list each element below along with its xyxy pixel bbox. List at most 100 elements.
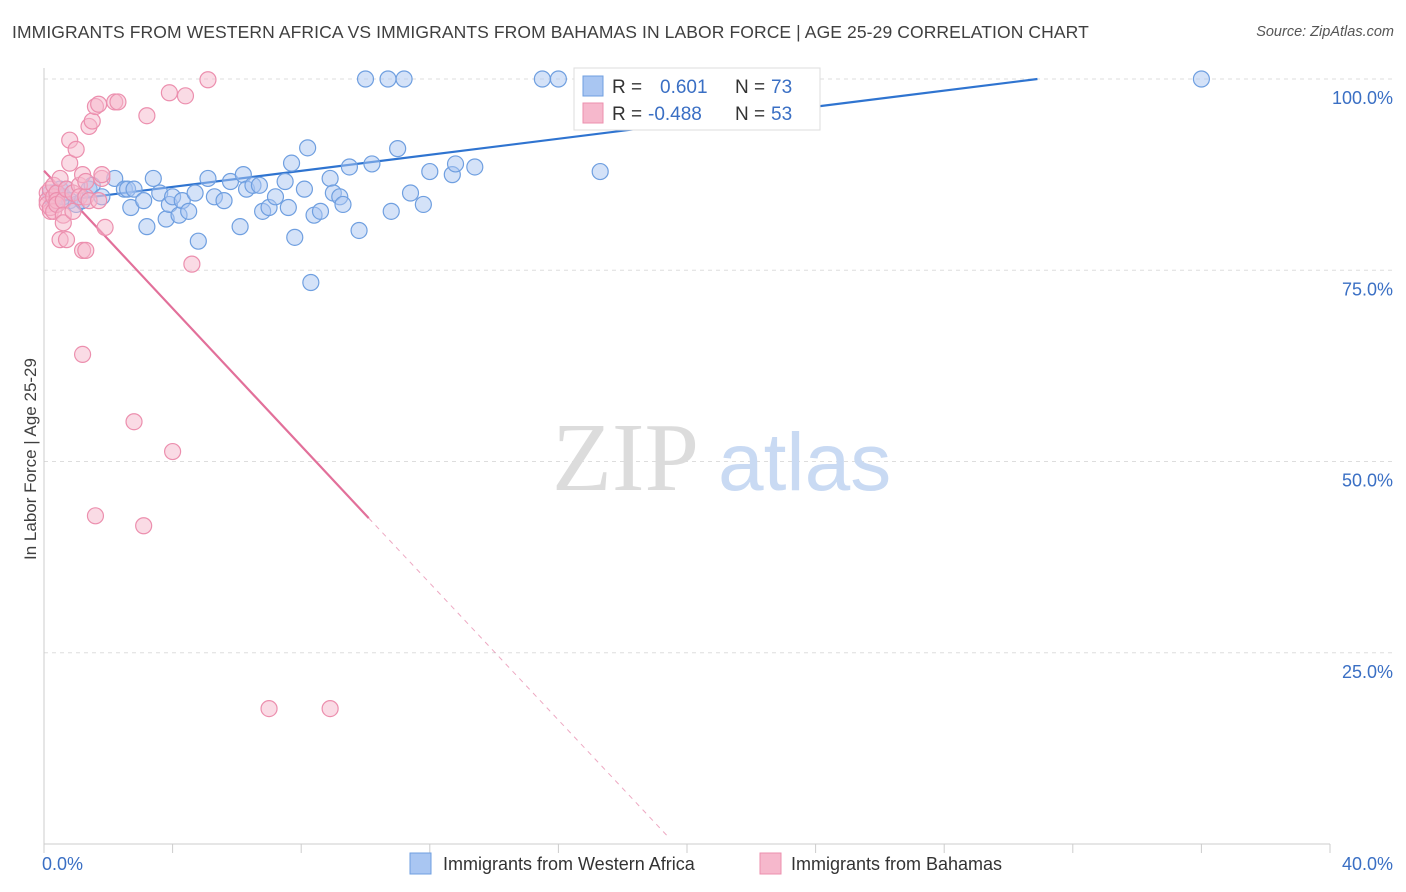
point-western-africa-67 — [356, 70, 375, 88]
point-western-africa-68 — [379, 70, 397, 88]
legend-label-bahamas: Immigrants from Bahamas — [791, 854, 1002, 874]
point-bahamas-46 — [138, 107, 156, 125]
point-bahamas-50 — [183, 255, 201, 273]
point-western-africa-70 — [533, 70, 551, 88]
y-tick-label-0: 100.0% — [1332, 88, 1393, 108]
point-bahamas-49 — [176, 87, 195, 105]
series-bahamas — [38, 71, 339, 718]
point-bahamas-47 — [160, 84, 178, 102]
x-tick-label-0: 0.0% — [42, 854, 83, 874]
point-bahamas-29 — [77, 241, 95, 259]
point-western-africa-37 — [250, 176, 269, 194]
point-western-africa-65 — [549, 70, 568, 88]
y-tick-label-3: 25.0% — [1342, 662, 1393, 682]
stats-box-frame — [573, 67, 821, 131]
legend-swatch-western-africa — [409, 852, 432, 875]
point-western-africa-26 — [180, 202, 198, 220]
point-bahamas-20 — [61, 154, 79, 172]
point-bahamas-41 — [93, 166, 111, 184]
watermark-zip: ZIP — [552, 404, 699, 512]
point-bahamas-16 — [54, 214, 72, 232]
y-axis-title: In Labor Force | Age 25-29 — [21, 358, 40, 560]
point-western-africa-44 — [286, 228, 304, 246]
stats-swatch-blue — [582, 75, 604, 97]
point-western-africa-31 — [215, 192, 233, 210]
point-bahamas-44 — [125, 413, 143, 431]
x-tick-label-1: 40.0% — [1342, 854, 1393, 874]
point-bahamas-21 — [64, 202, 82, 220]
stats-n-value-1: 73 — [771, 77, 792, 98]
point-western-africa-72 — [1192, 70, 1211, 88]
stats-r-label-2: R = — [612, 104, 642, 125]
stats-r-value-1: 0.601 — [660, 77, 708, 98]
stats-n-value-2: 53 — [771, 104, 792, 125]
point-western-africa-64 — [466, 158, 484, 176]
point-bahamas-52 — [260, 699, 278, 718]
point-western-africa-61 — [421, 162, 439, 181]
point-western-africa-19 — [144, 169, 162, 188]
point-western-africa-46 — [299, 139, 317, 157]
point-bahamas-38 — [90, 95, 108, 113]
point-western-africa-43 — [282, 154, 301, 172]
point-bahamas-37 — [90, 192, 108, 210]
trend-line-bahamas — [43, 170, 370, 519]
point-western-africa-42 — [279, 198, 297, 217]
stats-n-label-2: N = — [735, 104, 765, 125]
point-bahamas-51 — [199, 71, 217, 89]
watermark-atlas: atlas — [718, 417, 891, 508]
series-western-africa — [41, 70, 1211, 292]
point-bahamas-48 — [164, 442, 182, 461]
point-western-africa-53 — [334, 195, 352, 214]
point-western-africa-56 — [363, 155, 381, 173]
point-western-africa-28 — [189, 232, 207, 250]
stats-box: R = 0.601 N = 73 R = -0.488 N = 53 — [573, 67, 821, 131]
point-western-africa-71 — [591, 162, 609, 181]
point-western-africa-60 — [414, 195, 432, 214]
point-bahamas-34 — [83, 112, 101, 130]
point-western-africa-49 — [311, 202, 330, 220]
stats-swatch-pink — [582, 102, 604, 124]
point-bahamas-17 — [57, 231, 76, 249]
point-bahamas-40 — [96, 218, 114, 237]
y-tick-label-2: 50.0% — [1342, 471, 1393, 491]
source-label: Source: ZipAtlas.com — [1256, 24, 1394, 40]
gridlines — [44, 78, 1392, 654]
point-bahamas-45 — [135, 517, 153, 535]
point-western-africa-54 — [340, 158, 359, 176]
point-western-africa-33 — [231, 218, 249, 236]
x-tick-labels: 0.0% 40.0% — [42, 854, 1393, 874]
trend-line-bahamas-extension — [368, 517, 669, 837]
point-western-africa-27 — [186, 184, 204, 202]
stats-r-value-2: -0.488 — [648, 104, 702, 125]
point-western-africa-45 — [295, 180, 314, 198]
point-bahamas-53 — [321, 699, 339, 718]
point-western-africa-50 — [321, 169, 339, 188]
point-western-africa-16 — [125, 180, 143, 198]
point-bahamas-43 — [109, 93, 127, 111]
point-western-africa-69 — [395, 70, 413, 88]
point-western-africa-29 — [199, 169, 217, 188]
chart-title: IMMIGRANTS FROM WESTERN AFRICA VS IMMIGR… — [12, 22, 1089, 42]
stats-r-label-1: R = — [612, 77, 642, 98]
point-western-africa-55 — [350, 221, 368, 240]
point-bahamas-23 — [67, 140, 85, 158]
legend: Immigrants from Western Africa Immigrant… — [409, 852, 1002, 875]
point-western-africa-17 — [135, 192, 153, 210]
point-western-africa-58 — [389, 140, 407, 158]
point-western-africa-63 — [446, 155, 465, 173]
point-western-africa-57 — [382, 202, 400, 220]
point-western-africa-18 — [138, 218, 156, 236]
legend-swatch-bahamas — [759, 852, 782, 875]
point-western-africa-41 — [276, 172, 294, 191]
point-bahamas-32 — [77, 172, 95, 191]
point-bahamas-28 — [73, 345, 92, 363]
point-bahamas-36 — [86, 507, 105, 525]
stats-n-label-1: N = — [735, 77, 765, 98]
legend-label-western-africa: Immigrants from Western Africa — [443, 854, 696, 874]
point-western-africa-59 — [401, 184, 420, 202]
point-western-africa-47 — [302, 273, 320, 292]
point-western-africa-40 — [266, 188, 285, 206]
y-tick-labels: 100.0% 75.0% 50.0% 25.0% — [1332, 88, 1393, 682]
y-tick-label-1: 75.0% — [1342, 279, 1393, 299]
